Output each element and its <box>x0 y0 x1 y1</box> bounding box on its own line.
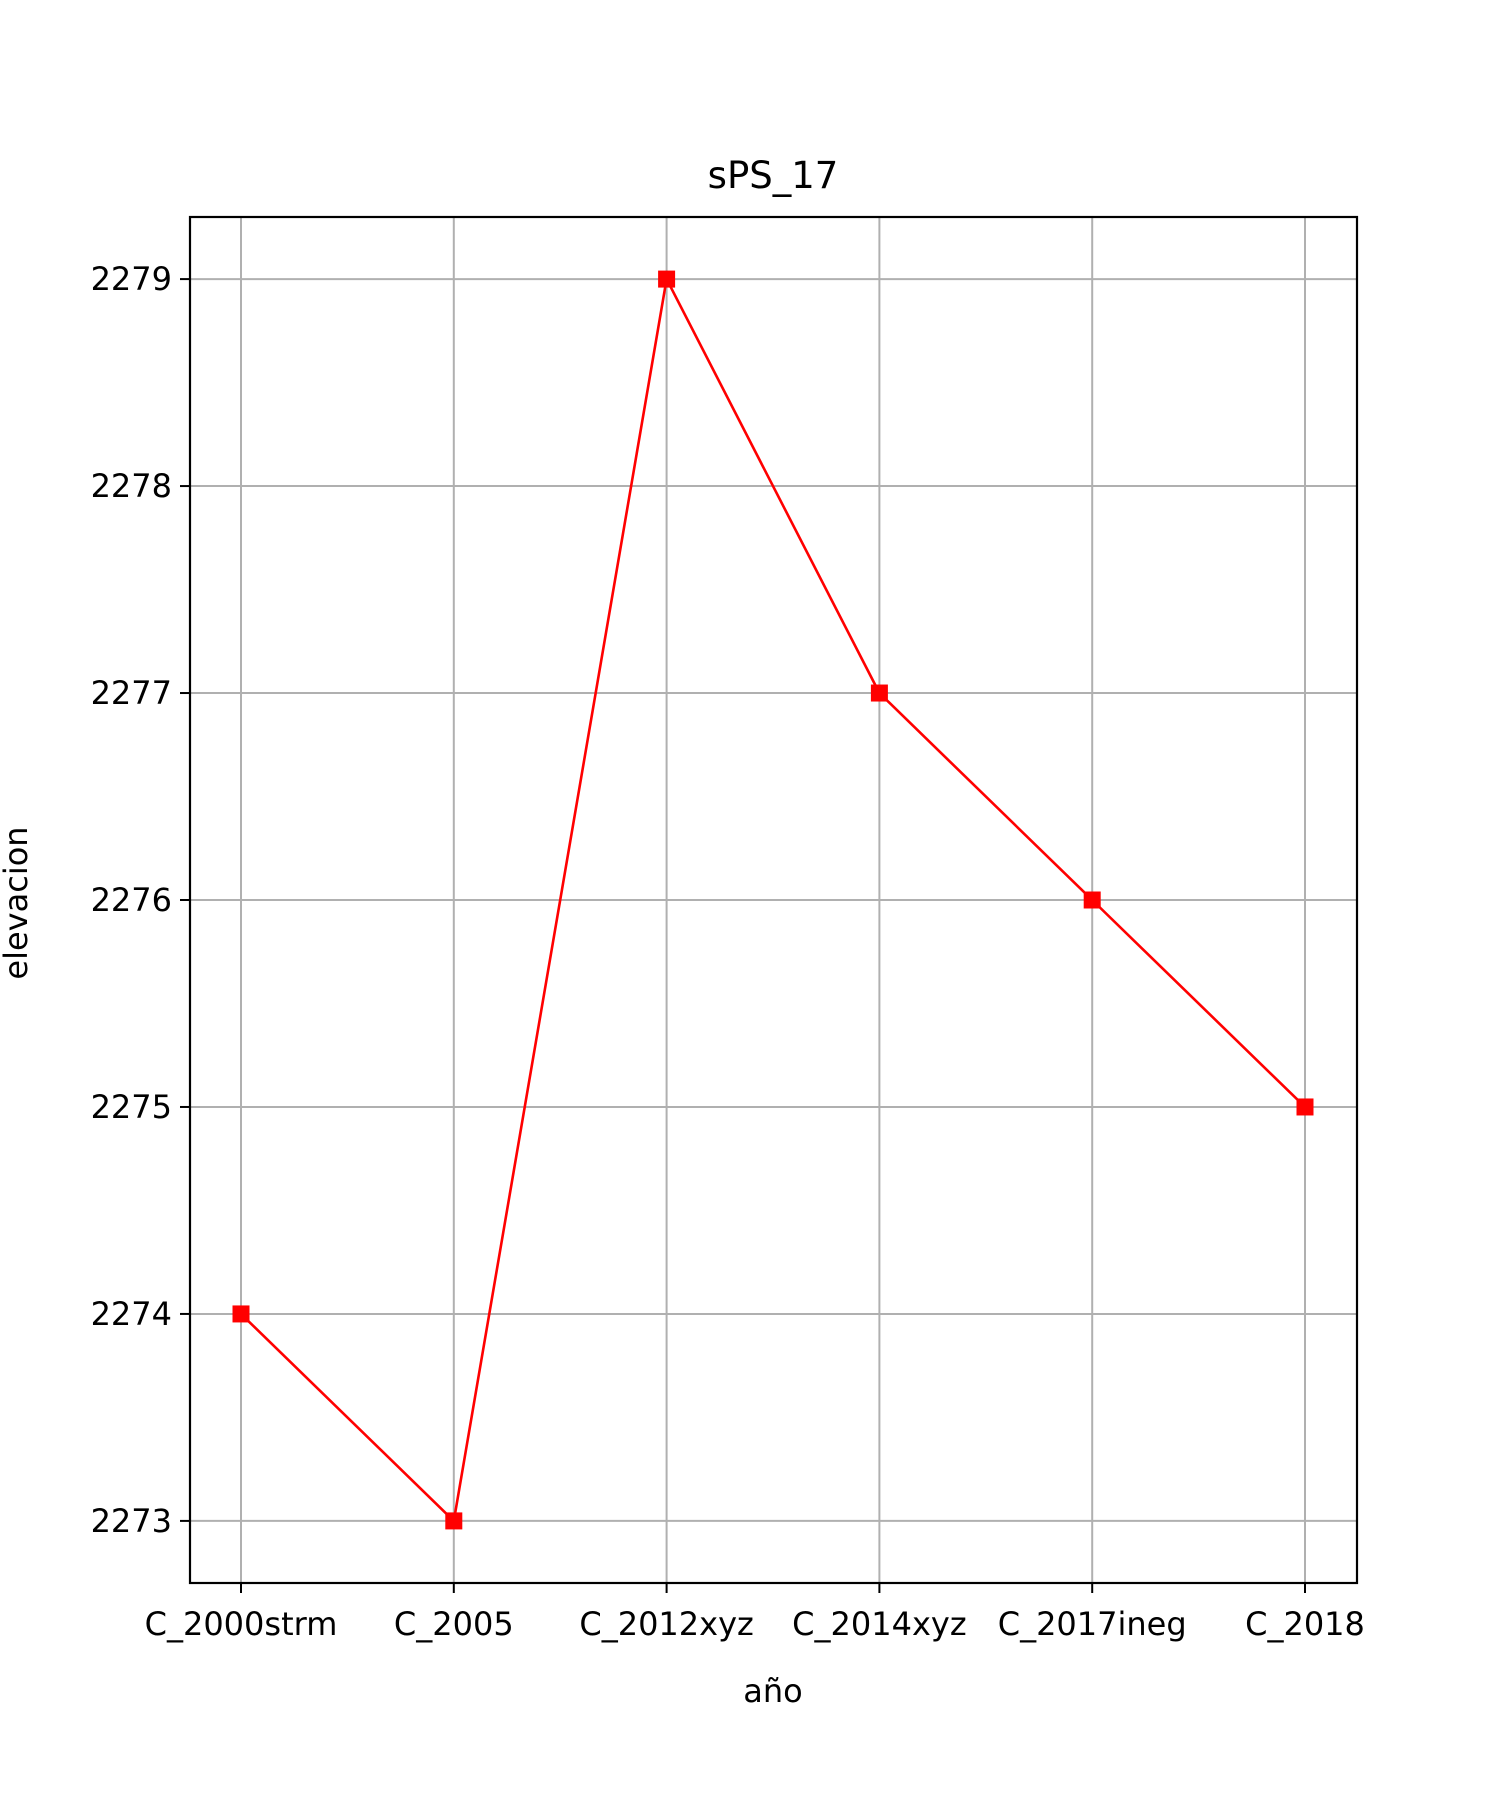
data-point-marker <box>870 684 888 702</box>
grid-lines <box>190 217 1357 1583</box>
x-tick-label: C_2014xyz <box>792 1605 966 1643</box>
series-line <box>240 275 1306 1524</box>
data-point-marker <box>232 1305 250 1323</box>
x-tick-label: C_2012xyz <box>579 1605 753 1643</box>
x-tick-label: C_2000strm <box>145 1605 338 1643</box>
x-tick-label: C_2018 <box>1245 1605 1365 1643</box>
x-tick-label: C_2017ineg <box>998 1605 1187 1643</box>
data-point-marker <box>1296 1098 1314 1116</box>
data-point-marker <box>1083 891 1101 909</box>
y-tick-label: 2279 <box>91 260 172 298</box>
chart-title: sPS_17 <box>708 154 839 197</box>
y-tick-label: 2278 <box>91 467 172 505</box>
y-tick-label: 2276 <box>91 881 172 919</box>
y-tick-label: 2274 <box>91 1295 172 1333</box>
data-point-marker <box>658 270 676 288</box>
data-point-marker <box>445 1512 463 1530</box>
x-axis-label: año <box>743 1672 802 1710</box>
y-tick-label: 2275 <box>91 1088 172 1126</box>
x-tick-label: C_2005 <box>394 1605 514 1643</box>
series-layer <box>232 270 1314 1530</box>
axis-ticks: C_2000strm C_2005 C_2012xyz C_2014xyz C_2017… <box>91 260 1365 1643</box>
y-tick-label: 2273 <box>91 1502 172 1540</box>
y-axis-label: elevacion <box>0 826 35 979</box>
y-tick-label: 2277 <box>91 674 172 712</box>
